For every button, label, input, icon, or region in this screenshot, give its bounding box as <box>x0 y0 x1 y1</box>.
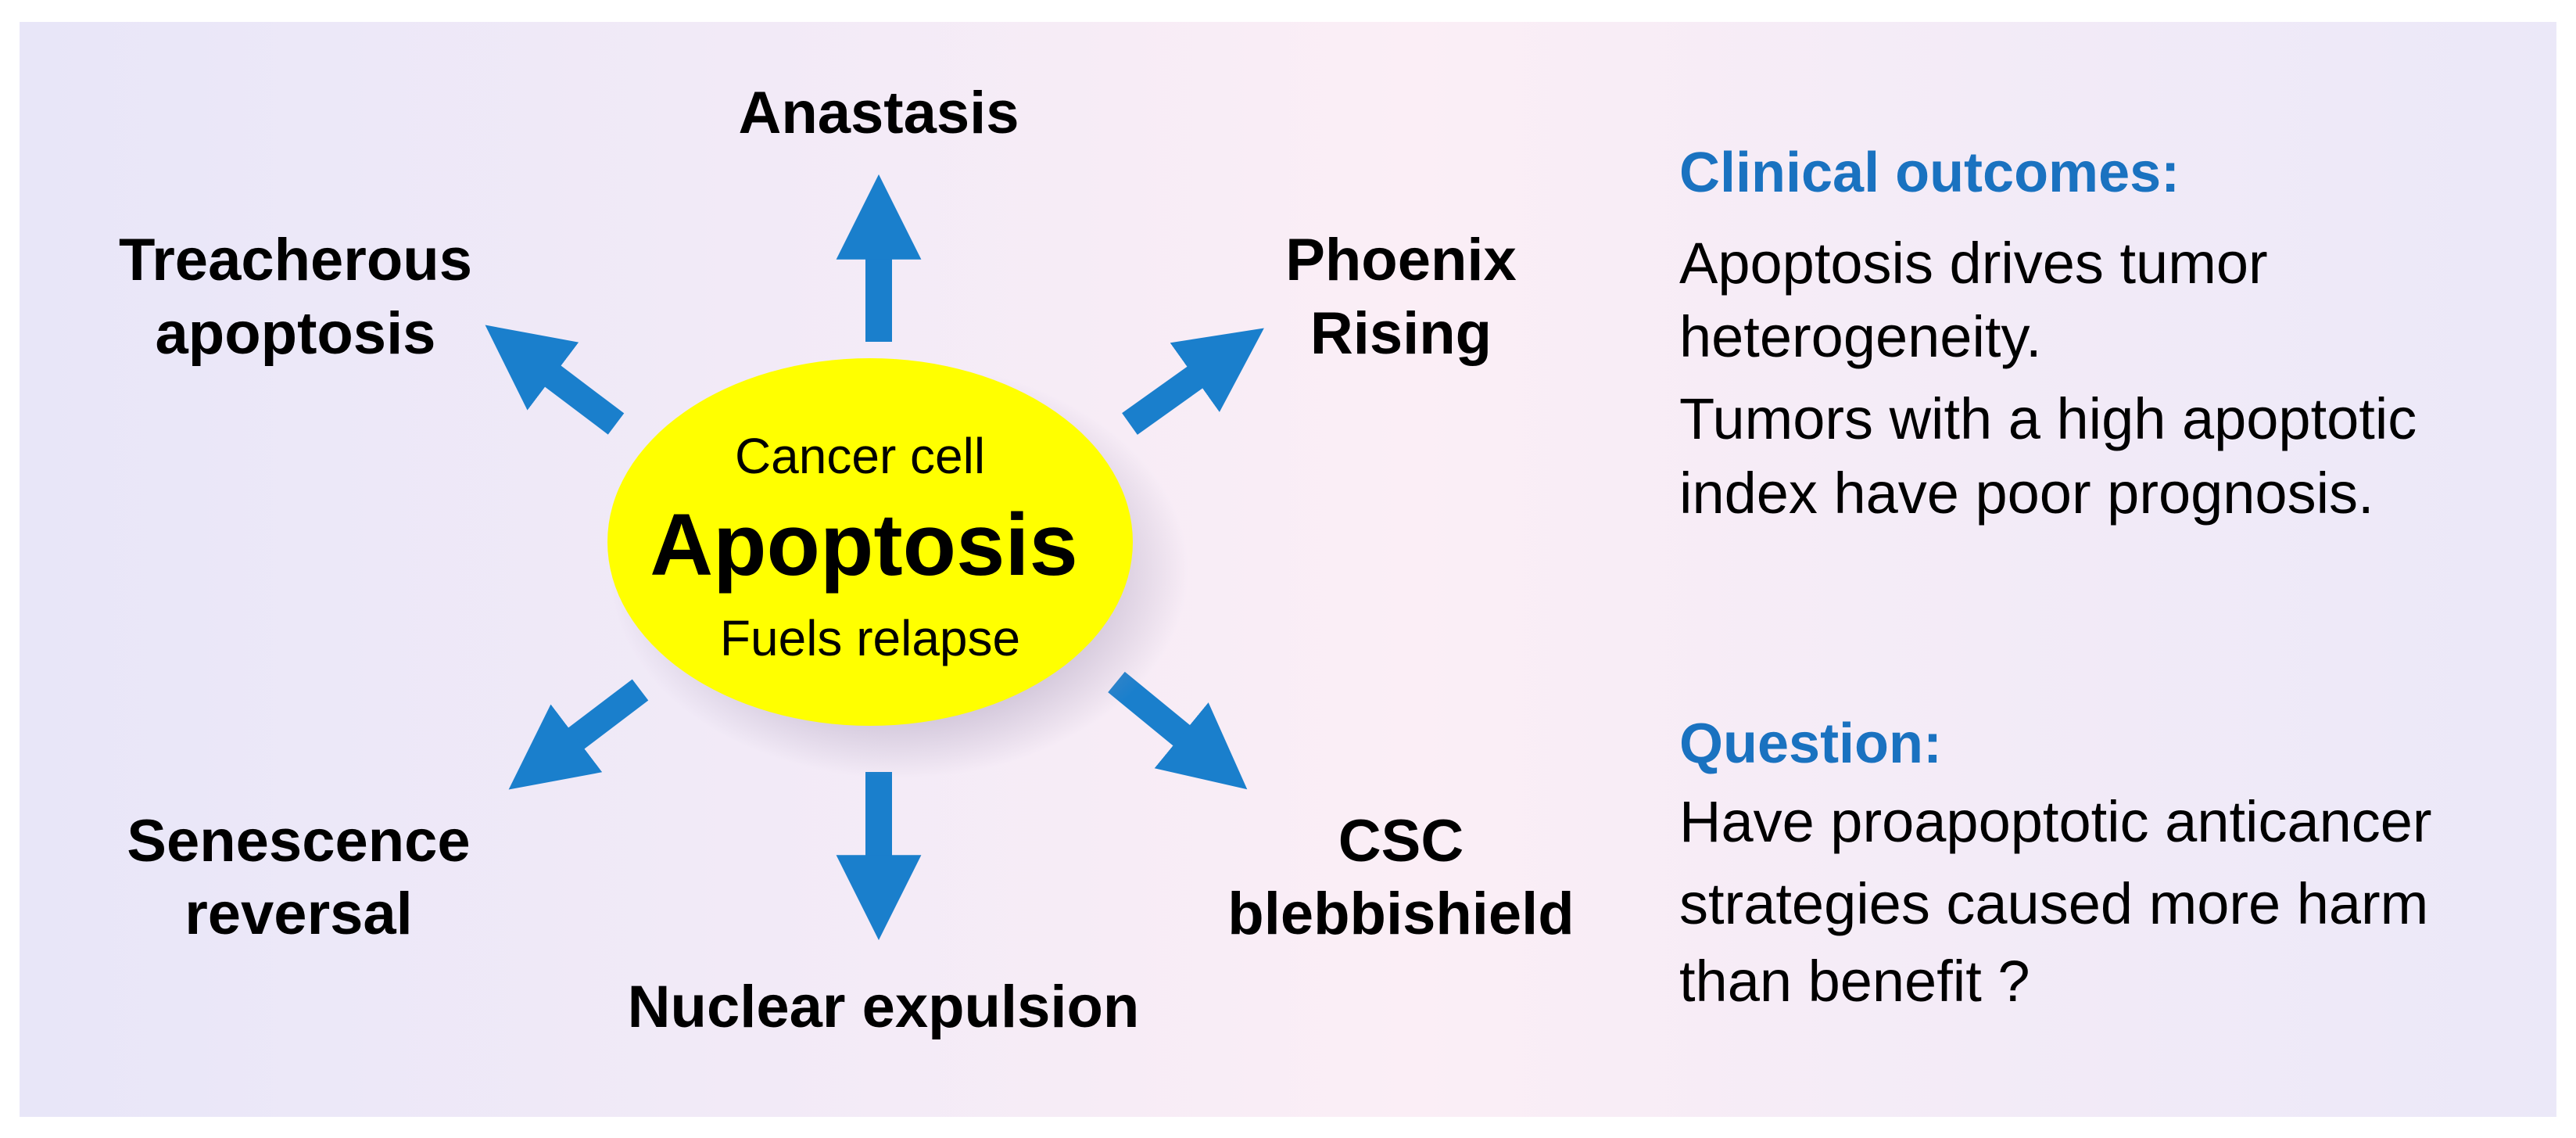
label-csc-blebbishield-1: CSC <box>1338 808 1464 874</box>
label-csc-blebbishield-2: blebbishield <box>1227 881 1574 947</box>
question-line-1: Have proapoptotic anticancer <box>1679 789 2432 854</box>
label-anastasis: Anastasis <box>738 80 1019 146</box>
background-panel <box>20 22 2556 1117</box>
label-senescence-reversal-1: Senescence <box>127 808 470 874</box>
arrow-up-left-icon <box>485 325 625 435</box>
question-line-2: strategies caused more harm <box>1679 871 2428 936</box>
label-treacherous-apoptosis-2: apoptosis <box>156 300 436 367</box>
label-treacherous-apoptosis-1: Treacherous <box>119 227 472 293</box>
label-senescence-reversal-2: reversal <box>185 881 413 947</box>
label-phoenix-rising-1: Phoenix <box>1285 227 1517 293</box>
label-phoenix-rising-2: Rising <box>1310 300 1492 367</box>
arrows <box>485 174 1264 941</box>
label-nuclear-expulsion: Nuclear expulsion <box>628 974 1140 1040</box>
center-top-text: Cancer cell <box>735 428 985 484</box>
clinical-line-2: heterogeneity. <box>1679 304 2042 369</box>
center-bottom-text: Fuels relapse <box>720 610 1020 666</box>
arrow-down-left-icon <box>508 679 649 790</box>
question-heading: Question: <box>1679 713 1942 775</box>
clinical-line-4: index have poor prognosis. <box>1679 461 2374 526</box>
arrow-up-right-icon <box>1122 328 1264 435</box>
question-line-3: than benefit ? <box>1679 949 2030 1014</box>
clinical-line-1: Apoptosis drives tumor <box>1679 231 2268 296</box>
apoptosis-ellipse <box>607 358 1133 726</box>
clinical-line-3: Tumors with a high apoptotic <box>1679 386 2417 451</box>
center-main-text: Apoptosis <box>650 496 1078 594</box>
clinical-outcomes-heading: Clinical outcomes: <box>1679 142 2180 204</box>
